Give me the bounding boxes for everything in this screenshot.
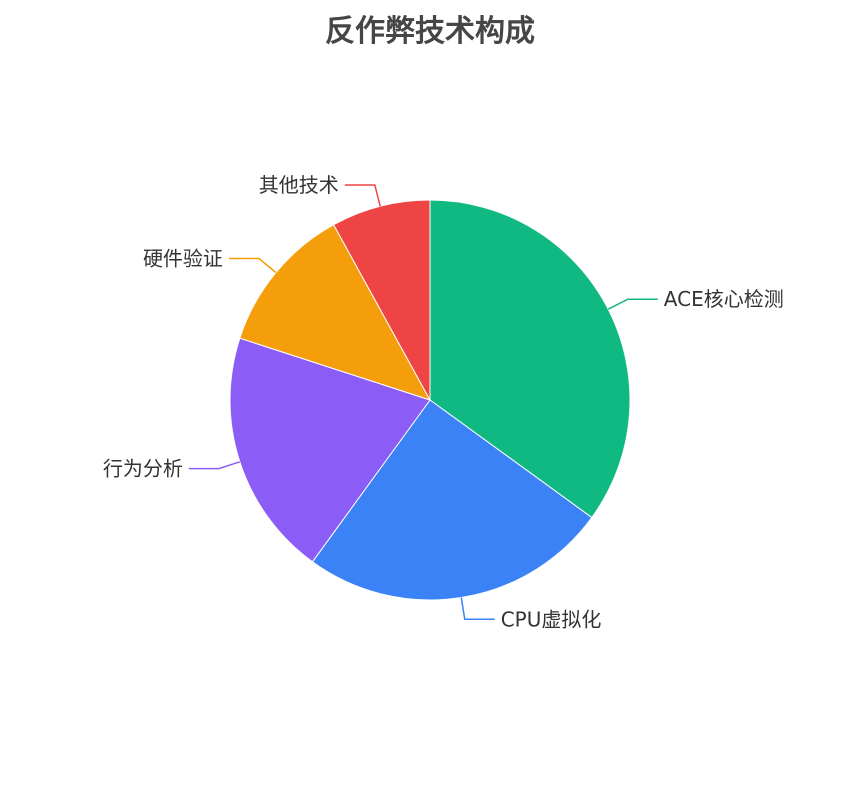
- pie-slice[interactable]: [229, 337, 431, 563]
- label-line: [228, 257, 277, 274]
- label-line: [607, 298, 658, 310]
- slice-label: 行为分析: [103, 457, 183, 481]
- slice-label: 硬件验证: [143, 246, 223, 270]
- label-line: [188, 461, 241, 470]
- chart-title: 反作弊技术构成: [325, 14, 535, 49]
- label-line: [344, 184, 381, 207]
- pie-slice[interactable]: [239, 224, 432, 401]
- slice-label: 其他技术: [259, 173, 339, 197]
- label-line: [460, 597, 495, 621]
- pie-slice[interactable]: [429, 199, 631, 519]
- slice-label: ACE核心检测: [664, 287, 784, 311]
- pie-slice[interactable]: [311, 399, 593, 601]
- slice-label: CPU虚拟化: [501, 607, 602, 631]
- pie-slice[interactable]: [332, 199, 431, 401]
